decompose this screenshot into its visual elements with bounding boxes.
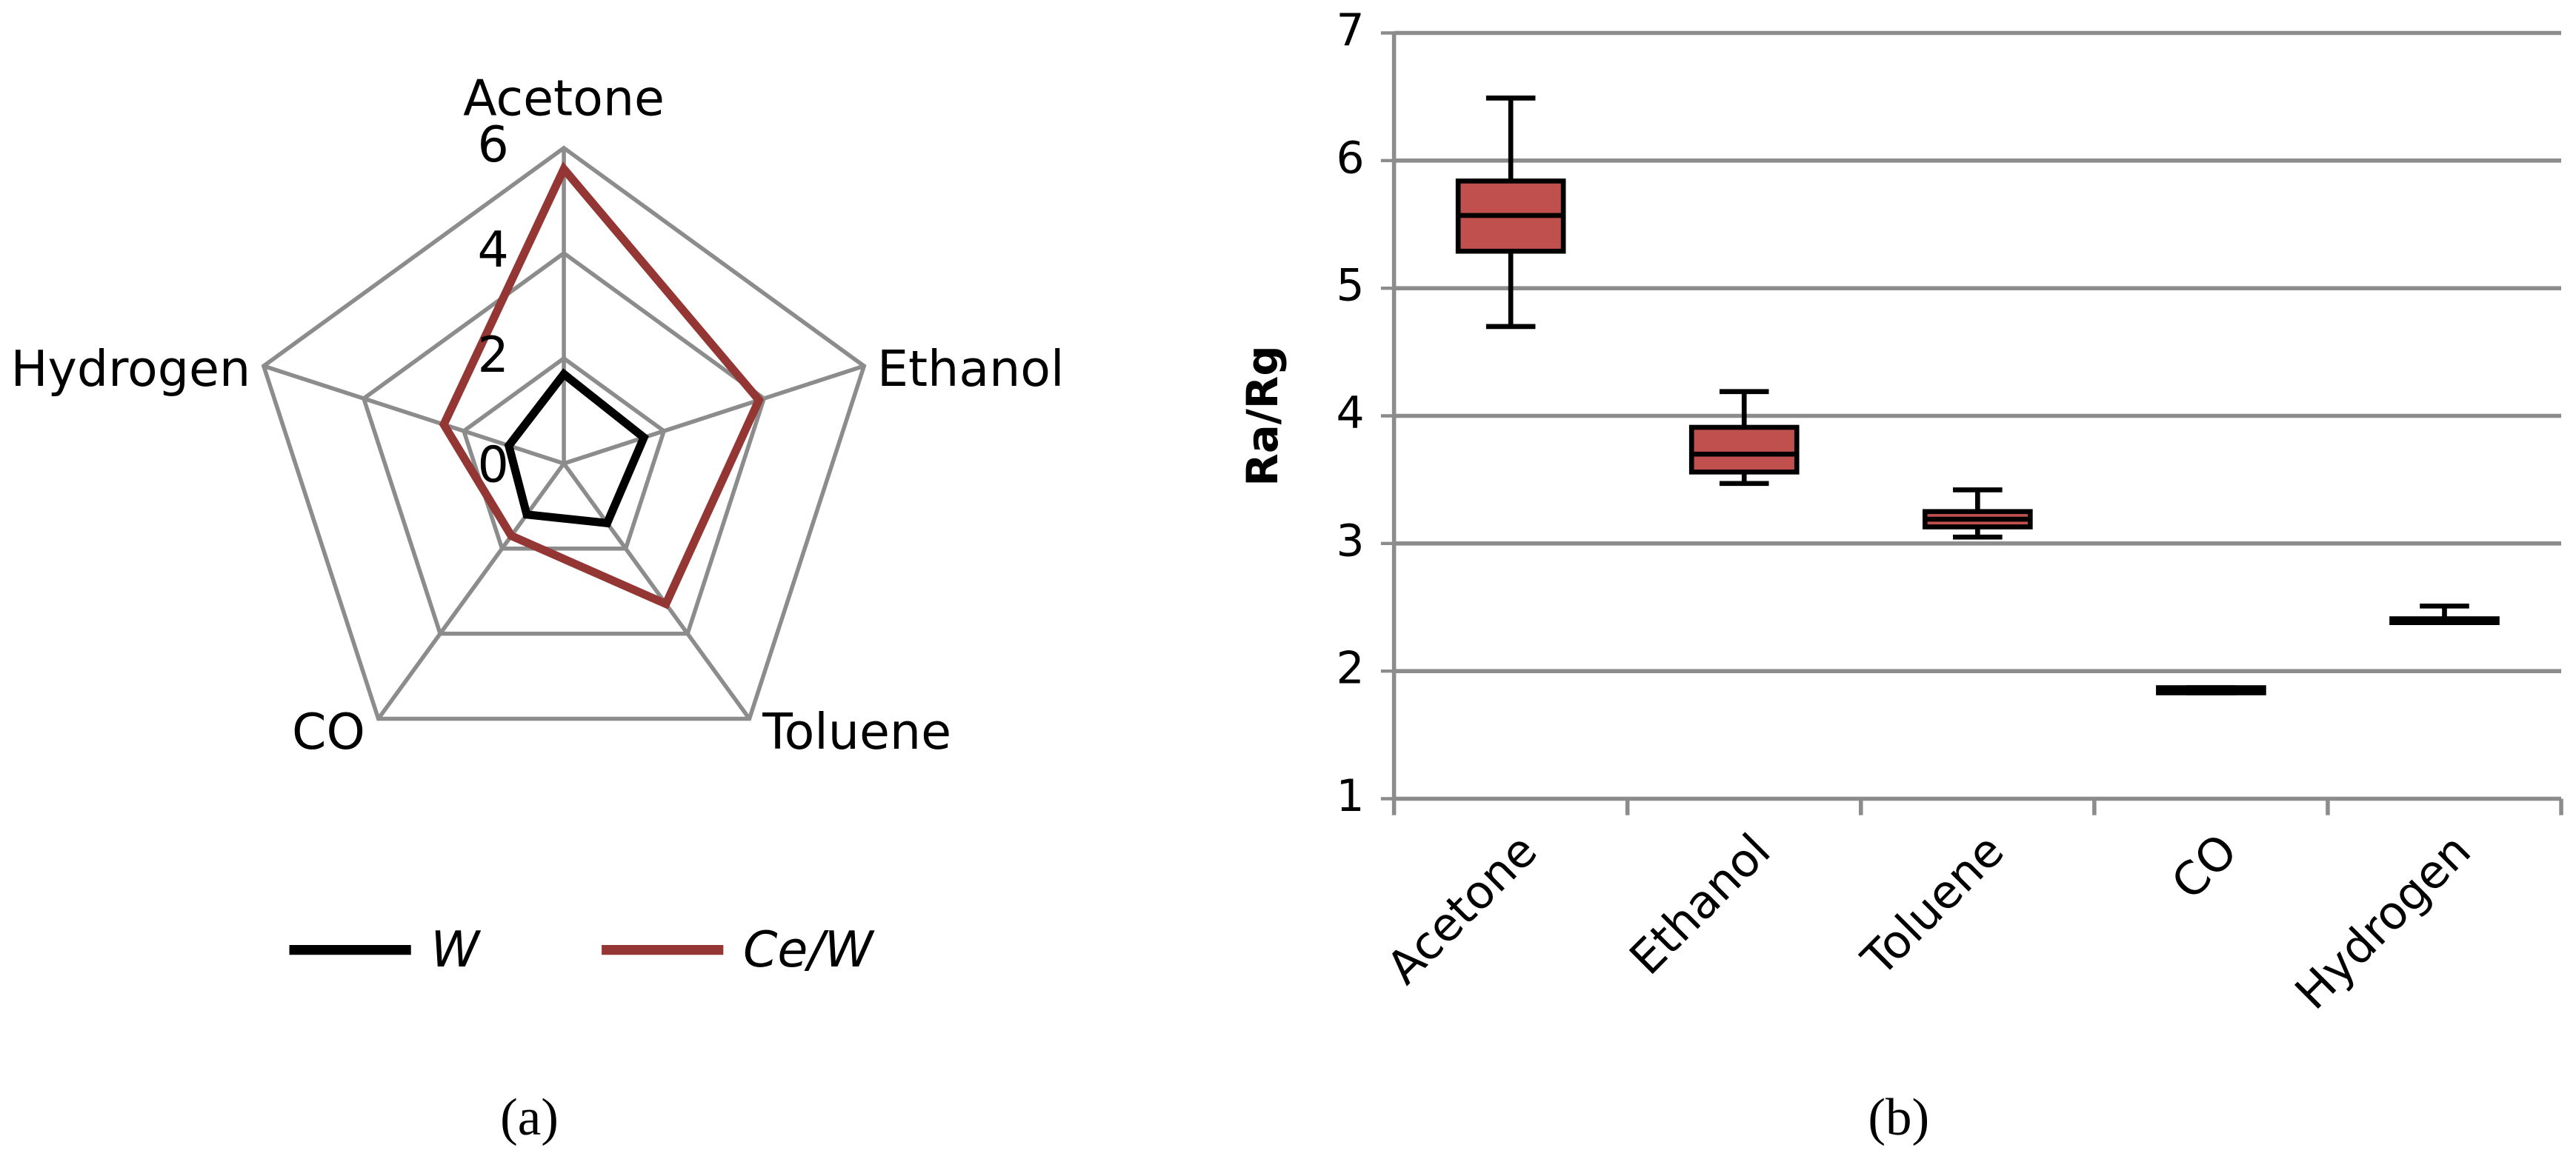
category-label: Hydrogen	[11, 340, 251, 398]
category-label: Ethanol	[877, 340, 1064, 398]
r-tick-label: 2	[477, 326, 508, 384]
series-line	[504, 368, 649, 528]
caption: (b)	[1868, 1089, 1929, 1146]
spoke	[562, 462, 751, 721]
x-tick-label: Hydrogen	[2285, 824, 2481, 1020]
y-tick-label: 5	[1337, 260, 1365, 312]
y-axis-label: Ra/Rg	[1237, 345, 1288, 486]
box	[1688, 424, 1800, 475]
y-tick-label: 4	[1337, 387, 1365, 439]
x-tick-label: Toluene	[1851, 824, 2014, 986]
legend-label: Ce/W	[743, 921, 875, 978]
category-label: CO	[292, 703, 365, 761]
r-tick-label: 4	[477, 221, 508, 278]
spoke	[563, 364, 865, 466]
y-tick-label: 1	[1337, 770, 1365, 822]
spoke	[376, 462, 566, 721]
y-tick-label: 7	[1337, 4, 1365, 56]
grid-ring	[361, 250, 767, 636]
y-tick-label: 2	[1337, 643, 1365, 695]
series-line	[439, 161, 764, 610]
grid-ring	[261, 145, 867, 721]
legend-label: W	[430, 921, 481, 978]
y-tick-label: 3	[1337, 515, 1365, 567]
x-tick-label: Acetone	[1376, 824, 1547, 995]
grid-ring	[461, 355, 667, 551]
category-label: Acetone	[463, 70, 665, 127]
r-tick-label: 6	[477, 116, 508, 173]
spoke	[263, 364, 565, 466]
y-tick-label: 6	[1337, 132, 1365, 184]
category-label: Toluene	[762, 703, 951, 761]
x-tick-label: Ethanol	[1619, 824, 1780, 985]
r-tick-label: 0	[477, 436, 508, 494]
x-tick-label: CO	[2161, 824, 2248, 910]
caption: (a)	[500, 1089, 559, 1146]
